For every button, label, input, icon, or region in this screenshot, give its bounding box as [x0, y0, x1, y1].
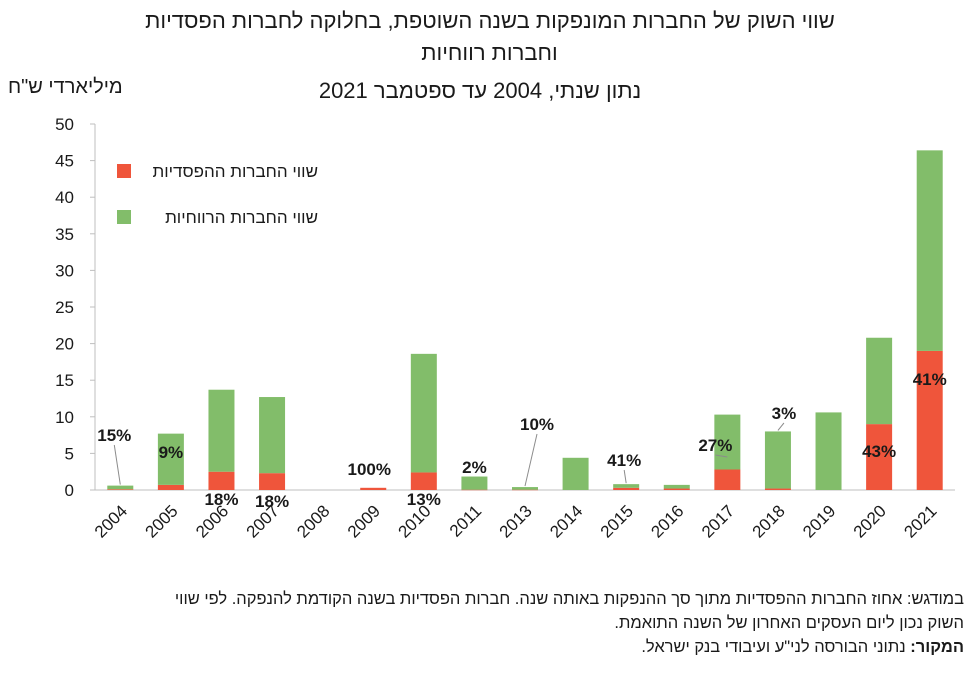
- bar-profit-2010: [410, 353, 437, 473]
- loss-share-label-2018: 3%: [772, 404, 797, 423]
- y-tick-label: 25: [55, 298, 74, 317]
- label-leader-line: [715, 454, 728, 458]
- bar-profit-2004: [107, 485, 134, 490]
- loss-share-label-2007: 18%: [255, 492, 289, 511]
- y-tick-label: 10: [55, 408, 74, 427]
- source-text: נתוני הבורסה לני"ע ועיבודי בנק ישראל.: [641, 638, 911, 656]
- loss-share-label-2004: 15%: [97, 426, 131, 445]
- bar-loss-2007: [259, 473, 286, 490]
- bar-loss-2015: [613, 487, 640, 490]
- bar-profit-2018: [764, 431, 791, 489]
- bar-profit-2011: [461, 476, 488, 490]
- bar-loss-2018: [764, 488, 791, 490]
- legend-swatch-profit: [117, 210, 131, 224]
- loss-share-label-2015: 41%: [607, 451, 641, 470]
- loss-share-label-2006: 18%: [204, 490, 238, 509]
- y-tick-label: 35: [55, 225, 74, 244]
- bar-profit-2014: [562, 457, 589, 490]
- bar-profit-2020: [866, 337, 893, 425]
- y-tick-label: 50: [55, 115, 74, 134]
- label-leader-line: [777, 422, 785, 431]
- x-tick-label: 2005: [142, 501, 182, 541]
- bar-loss-2005: [157, 484, 184, 490]
- legend-label-loss: שווי החברות ההפסדיות: [152, 162, 318, 181]
- chart-subtitle: נתון שנתי, 2004 עד ספטמבר 2021: [318, 78, 642, 103]
- label-leader-line: [113, 444, 121, 485]
- y-tick-label: 20: [55, 335, 74, 354]
- bar-profit-2019: [815, 412, 842, 490]
- x-tick-label: 2016: [647, 501, 687, 541]
- y-tick-label: 30: [55, 261, 74, 280]
- bar-loss-2011: [461, 489, 488, 491]
- x-tick-label: 2013: [496, 501, 536, 541]
- bar-profit-2016: [663, 484, 690, 489]
- bar-profit-2007: [259, 397, 286, 474]
- x-tick-label: 2021: [900, 501, 940, 541]
- bar-loss-2009: [360, 487, 387, 490]
- y-tick-label: 45: [55, 152, 74, 171]
- bar-profit-2005: [157, 433, 184, 485]
- legend-swatch-loss: [117, 164, 131, 178]
- x-tick-label: 2009: [344, 501, 384, 541]
- x-tick-label: 2018: [749, 501, 789, 541]
- chart-title-line2: וחברות רווחיות: [421, 40, 558, 65]
- x-tick-label: 2017: [698, 501, 738, 541]
- bar-profit-2015: [613, 484, 640, 488]
- loss-share-label-2013: 10%: [520, 415, 554, 434]
- bar-loss-2004: [107, 489, 134, 490]
- bar-loss-2020: [866, 424, 893, 490]
- chart-title-line1: שווי השוק של החברות המונפקות בשנה השוטפת…: [145, 8, 835, 33]
- bar-loss-2021: [916, 350, 943, 490]
- label-leader-line: [623, 469, 627, 484]
- x-tick-label: 2019: [799, 501, 839, 541]
- x-tick-label: 2004: [91, 501, 131, 541]
- x-tick-label: 2011: [446, 501, 485, 540]
- loss-share-label-2010: 13%: [407, 490, 441, 509]
- x-tick-label: 2008: [293, 501, 333, 541]
- source-label: המקור:: [910, 638, 964, 656]
- footnotes: במודגש: אחוז החברות ההפסדיות מתוך סך ההנ…: [60, 587, 964, 659]
- loss-share-label-2017: 27%: [698, 436, 732, 455]
- loss-share-label-2009: 100%: [347, 460, 390, 479]
- footnote-line2: השוק נכון ליום העסקים האחרון של השנה התו…: [614, 614, 964, 632]
- bar-loss-2006: [208, 471, 235, 490]
- x-tick-label: 2020: [850, 501, 890, 541]
- bar-profit-2013: [512, 487, 538, 490]
- loss-share-label-2011: 2%: [462, 458, 487, 477]
- bar-profit-2006: [208, 389, 235, 472]
- bar-profit-2021: [916, 150, 943, 351]
- y-tick-label: 0: [65, 481, 74, 500]
- bar-loss-2016: [663, 488, 690, 490]
- y-tick-label: 5: [65, 444, 74, 463]
- loss-share-label-2021: 41%: [913, 370, 947, 389]
- label-leader-line: [524, 433, 538, 487]
- bar-loss-2013: [512, 489, 538, 491]
- y-tick-label: 40: [55, 188, 74, 207]
- loss-share-label-2005: 9%: [159, 443, 184, 462]
- footnote-line1: במודגש: אחוז החברות ההפסדיות מתוך סך ההנ…: [174, 590, 964, 608]
- source-line: המקור: נתוני הבורסה לני"ע ועיבודי בנק יש…: [60, 635, 964, 659]
- loss-share-label-2020: 43%: [862, 442, 896, 461]
- x-tick-label: 2014: [546, 501, 586, 541]
- bar-profit-2017: [714, 414, 741, 470]
- y-tick-label: 15: [55, 371, 74, 390]
- x-tick-label: 2015: [597, 501, 637, 541]
- bar-loss-2017: [714, 469, 741, 490]
- y-axis-unit-label: מיליארדי ש"ח: [8, 76, 123, 98]
- bar-loss-2010: [410, 472, 437, 490]
- legend-label-profit: שווי החברות הרווחיות: [165, 208, 318, 227]
